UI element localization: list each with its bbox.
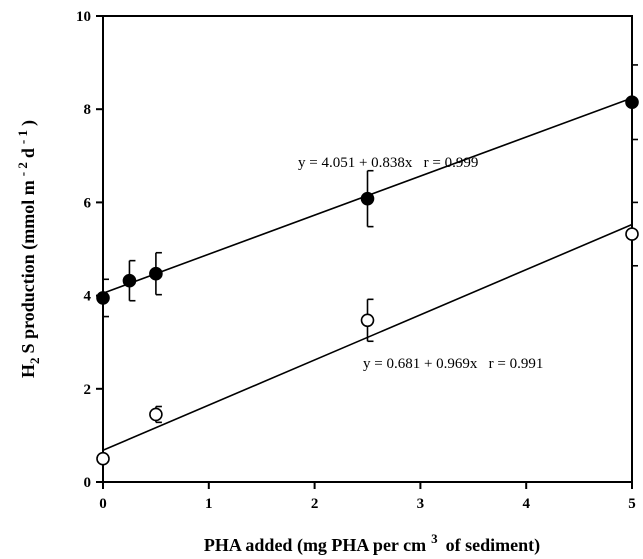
data-points	[96, 95, 639, 466]
data-point-filled	[360, 191, 375, 206]
plot-frame	[102, 15, 633, 483]
y-tick-label: 6	[84, 195, 92, 211]
y-tick-label: 10	[76, 9, 91, 25]
y-tick-label: 0	[84, 475, 92, 491]
fit-lines	[102, 97, 633, 452]
x-tick-label: 5	[628, 496, 636, 512]
y-tick-label: 2	[84, 382, 92, 398]
fit-annotation-filled: y = 4.051 + 0.838x r = 0.999	[298, 155, 478, 171]
x-tick-label: 1	[205, 496, 213, 512]
data-point-open	[149, 407, 163, 422]
x-tick-label: 4	[522, 496, 530, 512]
x-axis-title: PHA added (mg PHA per cm 3 of sediment)	[204, 531, 540, 556]
data-point-open	[96, 451, 110, 466]
data-point-open	[360, 313, 375, 328]
y-axis-title: H2S production (mmol m- 2d- 1)	[15, 120, 42, 378]
fit-annotation-open: y = 0.681 + 0.969x r = 0.991	[363, 356, 543, 372]
y-tick-label: 4	[84, 289, 92, 305]
x-tick-label: 0	[99, 496, 107, 512]
data-point-open	[625, 227, 639, 241]
y-tick-label: 8	[84, 102, 92, 118]
data-point-filled	[149, 266, 163, 281]
x-tick-label: 3	[417, 496, 425, 512]
x-tick-label: 2	[311, 496, 319, 512]
data-point-filled	[625, 95, 639, 110]
tick-labels: 0 1 2 3 4 5 0 2 4 6 8 10	[76, 9, 636, 512]
tick-marks	[96, 15, 633, 489]
data-point-filled	[122, 273, 137, 288]
data-point-filled	[96, 291, 110, 305]
